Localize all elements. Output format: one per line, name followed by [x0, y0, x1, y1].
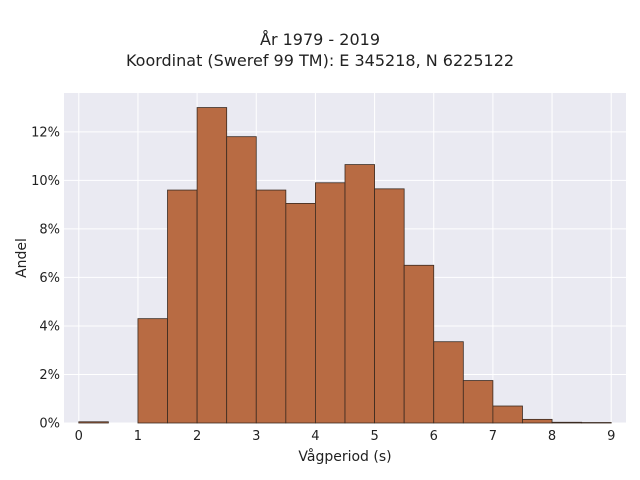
- x-tick-label: 6: [430, 429, 438, 444]
- histogram-bar: [522, 418, 553, 424]
- x-tick-label: 8: [548, 429, 556, 444]
- x-tick-label: 5: [370, 429, 378, 444]
- x-tick-label: 7: [489, 429, 497, 444]
- histogram-bar: [167, 189, 198, 424]
- histogram-bar: [344, 164, 375, 424]
- y-axis-label: Andel: [14, 238, 30, 278]
- histogram-bar: [374, 188, 405, 424]
- x-tick-label: 0: [75, 429, 83, 444]
- histogram-bar: [78, 421, 109, 424]
- histogram-bar: [403, 264, 435, 424]
- histogram-bar: [226, 136, 257, 424]
- histogram-bar: [137, 318, 168, 424]
- histogram-bar: [315, 182, 346, 424]
- histogram-bar: [285, 203, 316, 424]
- histogram-bar: [492, 405, 523, 424]
- y-tick-label: 10%: [31, 174, 60, 189]
- x-tick-label: 4: [311, 429, 319, 444]
- x-tick-label: 2: [193, 429, 201, 444]
- y-tick-label: 8%: [39, 222, 60, 237]
- bars: [78, 107, 612, 424]
- x-tick-label: 9: [607, 429, 615, 444]
- histogram-bar: [255, 189, 287, 424]
- histogram-bar: [581, 422, 612, 424]
- y-tick-label: 6%: [39, 271, 60, 286]
- y-tick-label: 12%: [31, 125, 60, 140]
- histogram-bar: [196, 107, 228, 424]
- chart-subtitle: Koordinat (Sweref 99 TM): E 345218, N 62…: [125, 51, 515, 70]
- histogram-bar: [551, 421, 583, 424]
- x-axis-label: Vågperiod (s): [298, 448, 391, 465]
- histogram-bar: [462, 380, 494, 424]
- y-tick-label: 0%: [39, 417, 60, 432]
- histogram-bar: [433, 341, 464, 424]
- chart-title: År 1979 - 2019: [260, 30, 380, 49]
- y-axis-ticks: 0% 2% 4% 6% 8% 10% 12%: [31, 125, 60, 431]
- x-tick-label: 3: [252, 429, 260, 444]
- x-tick-label: 1: [134, 429, 142, 444]
- x-axis-ticks: 0 1 2 3 4 5 6 7 8 9: [75, 429, 616, 444]
- y-tick-label: 4%: [39, 319, 60, 334]
- y-tick-label: 2%: [39, 368, 60, 383]
